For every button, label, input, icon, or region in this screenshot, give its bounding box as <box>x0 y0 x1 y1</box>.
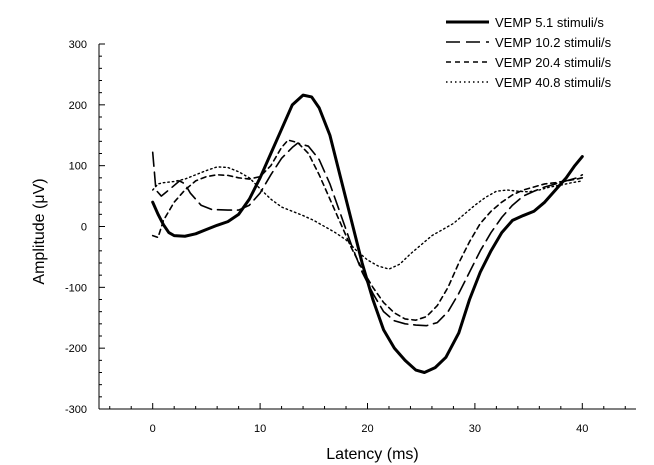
x-tick-label: 20 <box>361 423 373 435</box>
series-line-4 <box>152 166 583 270</box>
y-tick-label: 200 <box>69 100 87 112</box>
x-tick-label: 0 <box>150 423 156 435</box>
y-tick-label: 0 <box>81 222 87 234</box>
x-tick-label: 10 <box>254 423 266 435</box>
y-tick-label: 300 <box>69 39 87 51</box>
y-tick-label: -200 <box>65 343 87 355</box>
legend-label-1: VEMP 5.1 stimuli/s <box>495 15 604 30</box>
y-tick-label: -100 <box>65 282 87 294</box>
x-tick-label: 30 <box>469 423 481 435</box>
legend-label-3: VEMP 20.4 stimuli/s <box>495 55 612 70</box>
series-line-3 <box>151 139 584 321</box>
legend-label-2: VEMP 10.2 stimuli/s <box>495 35 612 50</box>
x-axis-title: Latency (ms) <box>326 446 418 463</box>
y-tick-label: 100 <box>69 161 87 173</box>
series-line-2 <box>151 142 584 327</box>
y-axis-title: Amplitude (μV) <box>31 178 48 284</box>
legend-label-4: VEMP 40.8 stimuli/s <box>495 75 612 90</box>
y-tick-label: -300 <box>65 404 87 416</box>
x-tick-label: 40 <box>576 423 588 435</box>
series-line-1 <box>151 93 584 374</box>
